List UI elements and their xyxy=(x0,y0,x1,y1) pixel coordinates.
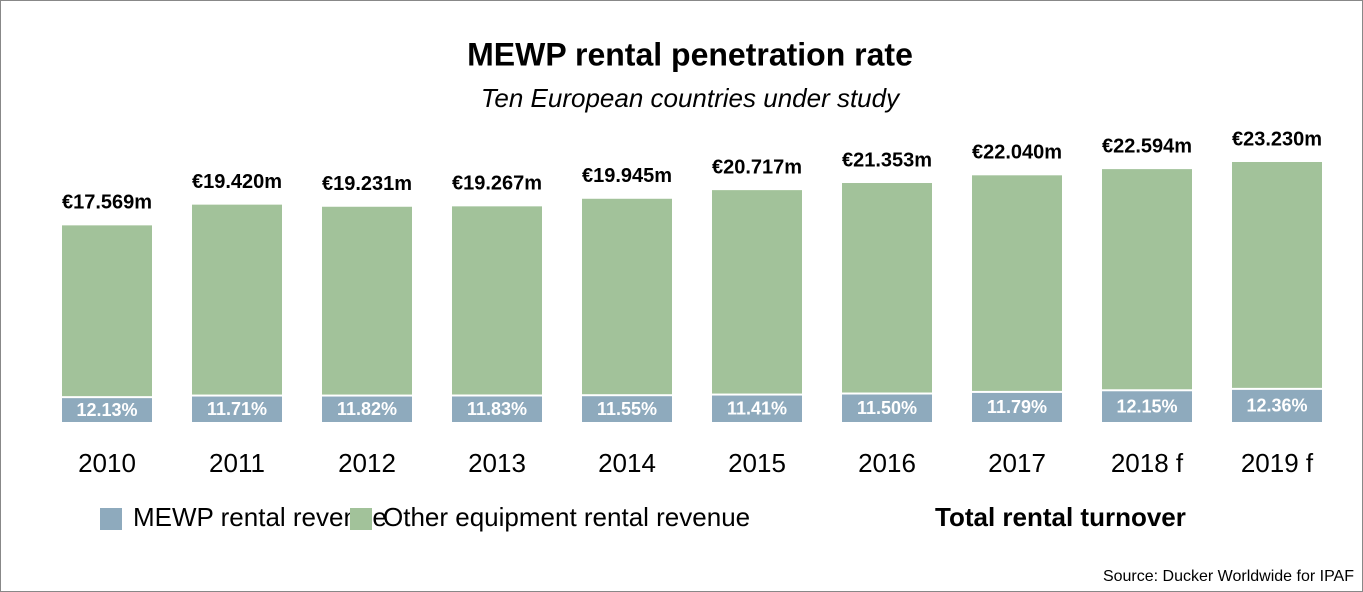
bar-segment xyxy=(62,225,152,397)
data-label: 12.13% xyxy=(76,400,137,420)
x-tick-label: 2013 xyxy=(468,448,526,478)
chart-title: MEWP rental penetration rate xyxy=(467,36,913,72)
data-label: 11.82% xyxy=(337,399,397,419)
legend-swatch xyxy=(100,508,122,530)
total-label: €17.569m xyxy=(62,192,152,214)
x-tick-label: 2016 xyxy=(858,448,916,478)
total-label: €20.717m xyxy=(712,156,802,178)
x-tick-label: 2010 xyxy=(78,448,136,478)
bar-segment xyxy=(452,206,542,395)
total-label: €23.230m xyxy=(1232,128,1322,150)
bar-segment xyxy=(582,396,672,422)
total-label: €19.945m xyxy=(582,165,672,187)
total-label: €21.353m xyxy=(842,149,932,171)
total-label: €22.594m xyxy=(1102,135,1192,157)
bar-segment xyxy=(842,394,932,422)
source: Source: Ducker Worldwide for IPAF xyxy=(1103,568,1354,585)
bar-segment xyxy=(322,396,412,422)
data-label: 12.36% xyxy=(1246,396,1307,416)
bar-segment xyxy=(62,398,152,422)
data-label: 11.55% xyxy=(597,399,657,419)
bar-segment xyxy=(452,396,542,422)
chart-subtitle: Ten European countries under study xyxy=(481,83,901,113)
legend-label: Other equipment rental revenue xyxy=(383,502,750,532)
bar-segment xyxy=(322,206,412,395)
legend-swatch xyxy=(350,508,372,530)
bar-segment xyxy=(712,395,802,422)
bar-segment xyxy=(1102,391,1192,422)
x-tick-label: 2014 xyxy=(598,448,656,478)
data-label: 11.83% xyxy=(467,399,527,419)
x-tick-label: 2015 xyxy=(728,448,786,478)
bar-segment xyxy=(1102,169,1192,390)
x-tick-label: 2011 xyxy=(209,448,265,478)
total-label: €19.231m xyxy=(322,173,412,195)
bar-segment xyxy=(972,175,1062,391)
data-label: 11.71% xyxy=(207,399,267,419)
bar-segment xyxy=(1232,389,1322,422)
data-label: 11.79% xyxy=(987,397,1047,417)
bar-segment xyxy=(1232,161,1322,388)
data-label: 11.50% xyxy=(857,398,917,418)
total-label: €22.040m xyxy=(972,142,1062,164)
bar-segment xyxy=(972,392,1062,422)
x-tick-label: 2012 xyxy=(338,448,396,478)
bar-segment xyxy=(712,190,802,394)
bar-segment xyxy=(192,204,282,395)
x-tick-label: 2017 xyxy=(988,448,1046,478)
bar-segment xyxy=(842,183,932,393)
data-label: 12.15% xyxy=(1116,396,1177,416)
data-label: 11.41% xyxy=(727,399,787,419)
legend-label: MEWP rental revenue xyxy=(133,502,387,532)
x-tick-label: 2019 f xyxy=(1241,448,1314,478)
total-label: €19.420m xyxy=(192,171,282,193)
x-tick-label: 2018 f xyxy=(1111,448,1184,478)
bar-segment xyxy=(582,198,672,395)
legend-label: Total rental turnover xyxy=(935,502,1186,532)
total-label: €19.267m xyxy=(452,173,542,195)
bar-segment xyxy=(192,396,282,422)
